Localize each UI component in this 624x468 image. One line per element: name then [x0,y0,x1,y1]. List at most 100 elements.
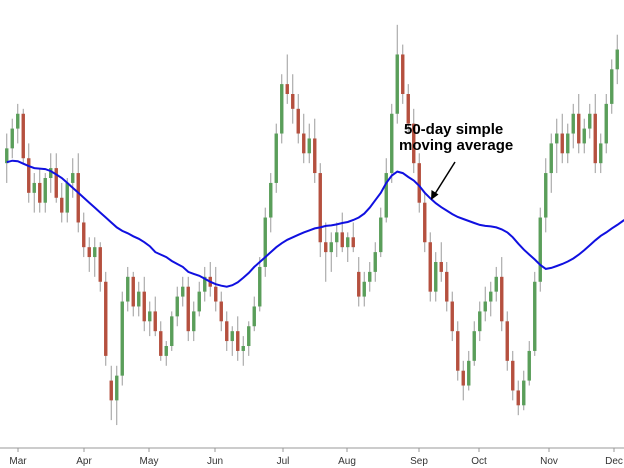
candle [401,44,405,104]
candle-body-down [87,247,91,258]
candle-body-down [340,232,344,248]
candle [49,153,53,193]
candle [555,118,559,174]
candle-body-down [560,133,564,154]
candle [500,257,504,332]
candle-body-down [577,113,581,144]
candle [478,301,482,342]
candle [593,94,597,174]
candle [197,281,201,317]
candle-body-up [362,281,366,297]
candle-body-down [225,321,229,342]
candle [335,222,339,258]
candle [604,94,608,154]
candle [164,341,168,366]
annotation-line-2: moving average [399,137,513,154]
candle-body-down [291,94,295,109]
candle-body-up [588,113,592,129]
candle [87,237,91,272]
candle [252,296,256,332]
candle [351,222,355,253]
candle-body-up [148,311,152,322]
candle [357,257,361,307]
candle [153,296,157,337]
candle-body-up [329,242,333,253]
candle [60,182,64,223]
candle-body-up [390,113,394,174]
candle-body-down [109,380,113,401]
candle [560,113,564,164]
candle [27,143,31,203]
candle-body-up [16,113,20,129]
candle-body-up [368,271,372,282]
candle-body-up [615,49,619,70]
candle-body-up [373,252,377,272]
candle [615,34,619,85]
candle [472,321,476,366]
candle-body-up [280,84,284,134]
x-tick-label: Oct [471,456,487,467]
candle [236,316,240,361]
candle [203,266,207,302]
candle-body-down [428,242,432,292]
candle-body-down [236,331,240,351]
candle-body-down [423,202,427,243]
annotation-arrowhead [431,190,439,200]
candle [170,311,174,351]
candle [346,232,350,262]
candle-body-up [571,113,575,134]
candle-body-down [401,54,405,94]
annotation-line-1: 50-day simple [404,121,503,138]
candle [511,350,515,401]
candle [549,133,553,193]
candle-body-down [324,242,328,253]
x-tick-label: Sep [410,456,428,467]
candle-body-up [10,128,14,149]
candle [148,301,152,337]
x-tick-label: Mar [9,456,27,467]
candle-body-up [346,237,350,248]
candle [384,158,388,223]
candle-body-up [395,54,399,114]
candle-body-down [450,301,454,332]
candle [406,84,410,134]
candle-body-up [483,301,487,312]
candle-body-up [544,173,548,218]
candle [115,365,119,426]
candle [599,133,603,174]
candle-body-up [197,291,201,312]
candle [16,103,20,144]
candle-body-up [434,262,438,292]
candle-body-up [582,128,586,144]
candle-body-up [181,286,185,297]
x-tick-label: Jul [277,456,290,467]
candle [104,271,108,366]
candle [566,123,570,164]
candle-body-up [247,326,251,346]
x-tick-label: Aug [338,456,356,467]
candle [219,291,223,332]
candle-body-up [258,266,262,307]
candle-body-down [60,197,64,213]
candle [582,118,586,154]
candle [395,24,399,124]
candle [428,232,432,302]
candle [318,163,322,258]
candle-body-up [489,291,493,302]
candle-body-down [82,222,86,248]
candle [5,133,9,183]
candle-body-down [54,168,58,198]
candle-body-down [285,84,289,94]
candle [450,291,454,342]
candle [109,365,113,421]
candle-body-down [406,94,410,124]
candle-body-up [274,133,278,183]
candle [82,212,86,258]
candle-body-down [511,360,515,391]
candle-body-down [417,163,421,203]
candle-body-up [494,276,498,292]
candle-body-up [604,103,608,144]
candle [461,360,465,401]
candle [214,266,218,312]
candle-body-down [412,123,416,164]
